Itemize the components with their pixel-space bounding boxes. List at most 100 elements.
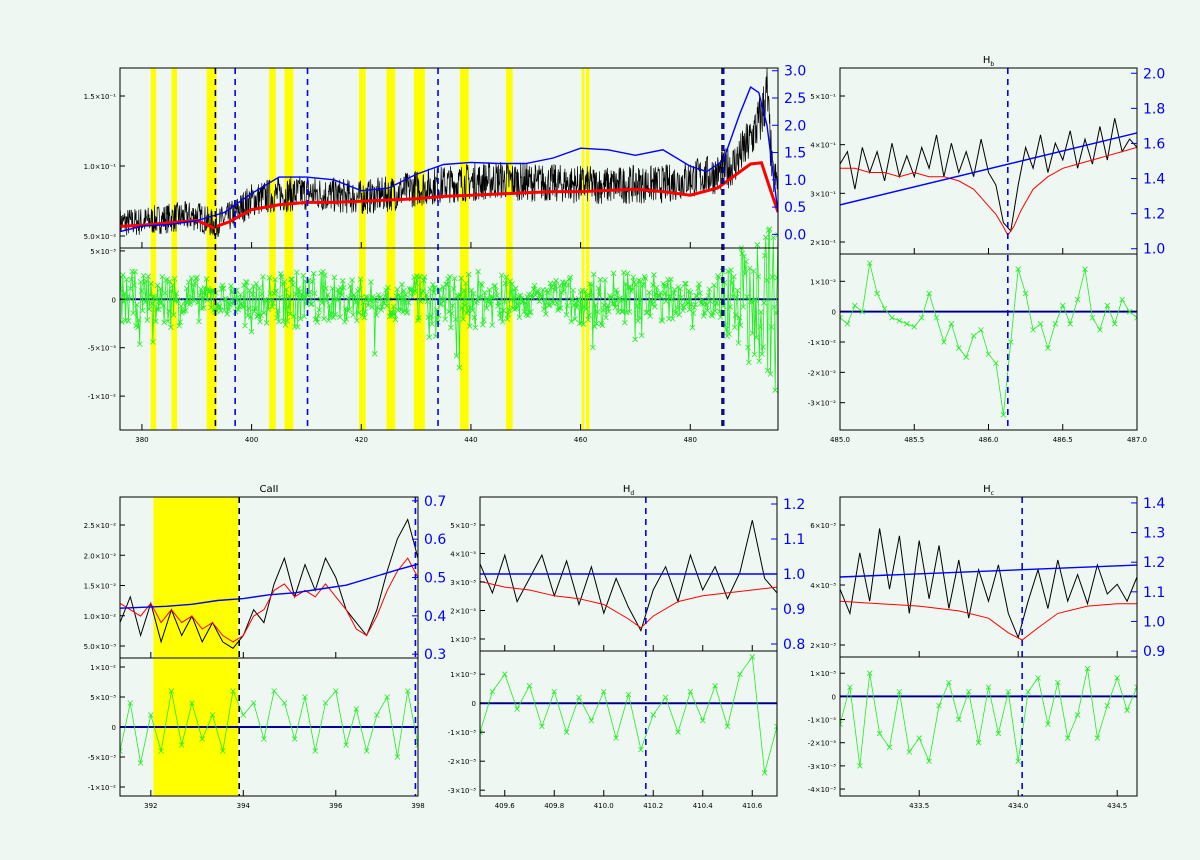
residual-point <box>418 298 424 305</box>
residual-point <box>620 308 626 315</box>
residual-axis-tick-label: -2×10⁻³ <box>808 740 836 748</box>
residual-point <box>774 274 778 281</box>
residual-point <box>475 268 481 275</box>
mask-band <box>150 68 157 430</box>
residual-point <box>299 295 306 302</box>
residual-point <box>392 316 399 323</box>
residual-point <box>178 742 185 748</box>
residual-point <box>461 287 467 294</box>
residual-point <box>499 318 506 325</box>
residual-point <box>1025 688 1031 695</box>
residual-point <box>169 282 176 289</box>
residual-point <box>162 290 168 296</box>
residual-point <box>468 287 475 294</box>
residual-point <box>649 301 655 308</box>
residual-point <box>598 320 605 327</box>
residual-point <box>542 296 548 303</box>
x-axis-tick-label: 487.0 <box>1127 436 1147 444</box>
residual-point <box>1035 675 1041 681</box>
residual-point <box>263 320 270 326</box>
residual-point <box>324 292 331 298</box>
residual-point <box>245 312 251 319</box>
residual-point <box>292 291 299 297</box>
panel-title: Hc <box>983 484 994 497</box>
residual-axis-tick-label: -1×10⁻³ <box>808 717 836 725</box>
residual-axis-tick-label: -1×10⁻² <box>88 784 116 792</box>
observed-spectrum-line <box>480 520 777 633</box>
residual-point <box>1015 266 1021 272</box>
residual-point <box>1067 321 1073 327</box>
residual-point <box>198 286 204 292</box>
right-axis-tick-label: 1.6 <box>1143 136 1165 152</box>
residual-point <box>1104 702 1111 709</box>
residual-point <box>168 688 175 694</box>
residual-point <box>761 300 767 306</box>
ca-ii-panel: 0.3 0.4 0.5 0.6 0.7 2.5×10⁻² 2.0×10⁻² 1.5×10⁻² 1… <box>84 484 447 810</box>
residual-point <box>160 303 167 310</box>
residual-point <box>187 299 194 306</box>
residual-point <box>866 670 873 676</box>
x-axis-tick-label: 409.6 <box>495 802 516 810</box>
residual-point <box>512 306 518 312</box>
residual-point <box>645 308 652 315</box>
residual-point <box>413 280 419 286</box>
residual-point <box>751 351 758 358</box>
residual-point <box>628 288 635 294</box>
x-axis-tick-label: 380 <box>135 436 148 444</box>
x-axis-tick-label: 398 <box>411 802 424 810</box>
residual-point <box>273 288 279 294</box>
residual-line <box>120 689 418 764</box>
right-axis-tick-label: 0.8 <box>783 637 805 653</box>
h-gamma-panel: 0.9 1.0 1.1 1.2 1.3 1.4 6×10⁻³ 4×10⁻³ 2×10⁻³ 1×10… <box>808 484 1166 810</box>
residual-point <box>675 729 681 735</box>
residual-point <box>489 322 496 328</box>
residual-point <box>597 276 604 283</box>
residual-point <box>443 281 449 288</box>
left-axis-tick-label: 2.5×10⁻² <box>84 522 117 530</box>
residual-point <box>284 318 291 324</box>
residual-point <box>771 304 778 310</box>
residual-point <box>274 314 280 321</box>
residual-point <box>449 310 455 317</box>
residual-point <box>183 285 190 292</box>
residual-point <box>298 291 305 297</box>
residual-point <box>744 294 750 300</box>
left-axis-tick-label: 3×10⁻¹ <box>810 190 836 198</box>
residual-point <box>344 307 351 313</box>
residual-point <box>674 305 681 311</box>
right-axis-tick-label: 1.5 <box>784 146 806 162</box>
residual-point <box>724 723 731 730</box>
residual-point <box>242 322 248 329</box>
residual-point <box>564 302 571 309</box>
right-axis-tick-label: 2.0 <box>784 118 806 134</box>
left-axis-tick-label: 1.5×10⁻² <box>84 583 117 591</box>
residual-point <box>1111 321 1118 327</box>
residual-point <box>136 341 143 347</box>
residual-point <box>635 318 641 324</box>
residual-point <box>423 291 430 298</box>
residual-frame <box>479 650 778 797</box>
residual-point <box>504 316 511 322</box>
residual-point <box>735 340 742 346</box>
residual-point <box>1089 314 1096 321</box>
residual-point <box>762 252 768 259</box>
mask-band <box>413 68 425 430</box>
residual-point <box>120 299 127 305</box>
residual-point <box>840 721 843 727</box>
residual-point <box>474 297 480 304</box>
residual-point <box>570 287 576 294</box>
residual-point <box>300 272 307 279</box>
residual-point <box>638 746 644 753</box>
residual-point <box>135 324 141 331</box>
residual-point <box>343 316 350 322</box>
residual-point <box>240 304 246 310</box>
residual-point <box>896 688 903 695</box>
residual-point <box>148 712 154 718</box>
residual-point <box>699 717 706 724</box>
residual-point <box>514 706 520 712</box>
residual-point <box>556 305 562 311</box>
residual-point <box>563 729 570 735</box>
residual-point <box>1082 266 1088 272</box>
residual-point <box>936 702 942 709</box>
